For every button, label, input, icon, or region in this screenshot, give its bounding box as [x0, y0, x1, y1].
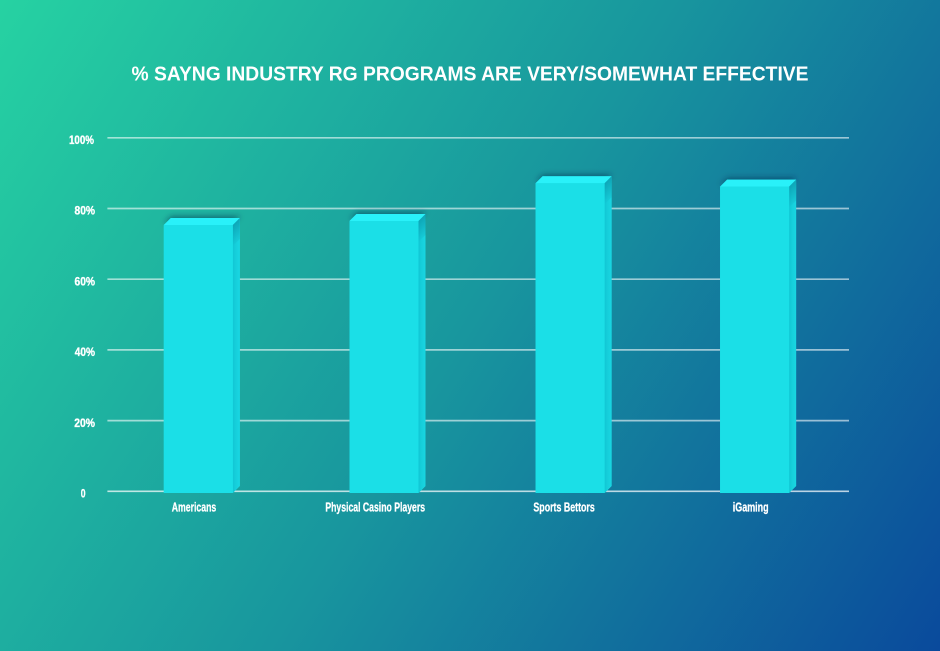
svg-text:40%: 40% — [75, 345, 95, 359]
svg-text:iGaming: iGaming — [733, 500, 769, 515]
svg-text:% SAYNG INDUSTRY RG PROGRAMS A: % SAYNG INDUSTRY RG PROGRAMS ARE VERY/SO… — [132, 64, 809, 86]
svg-text:80%: 80% — [75, 204, 96, 218]
svg-text:Sports Bettors: Sports Bettors — [533, 500, 594, 515]
svg-text:20%: 20% — [74, 416, 95, 430]
svg-text:0: 0 — [81, 486, 86, 500]
svg-text:Physical Casino Players: Physical Casino Players — [325, 500, 425, 515]
svg-text:60%: 60% — [75, 274, 96, 288]
svg-text:Americans: Americans — [172, 500, 217, 515]
svg-text:100%: 100% — [69, 133, 94, 147]
